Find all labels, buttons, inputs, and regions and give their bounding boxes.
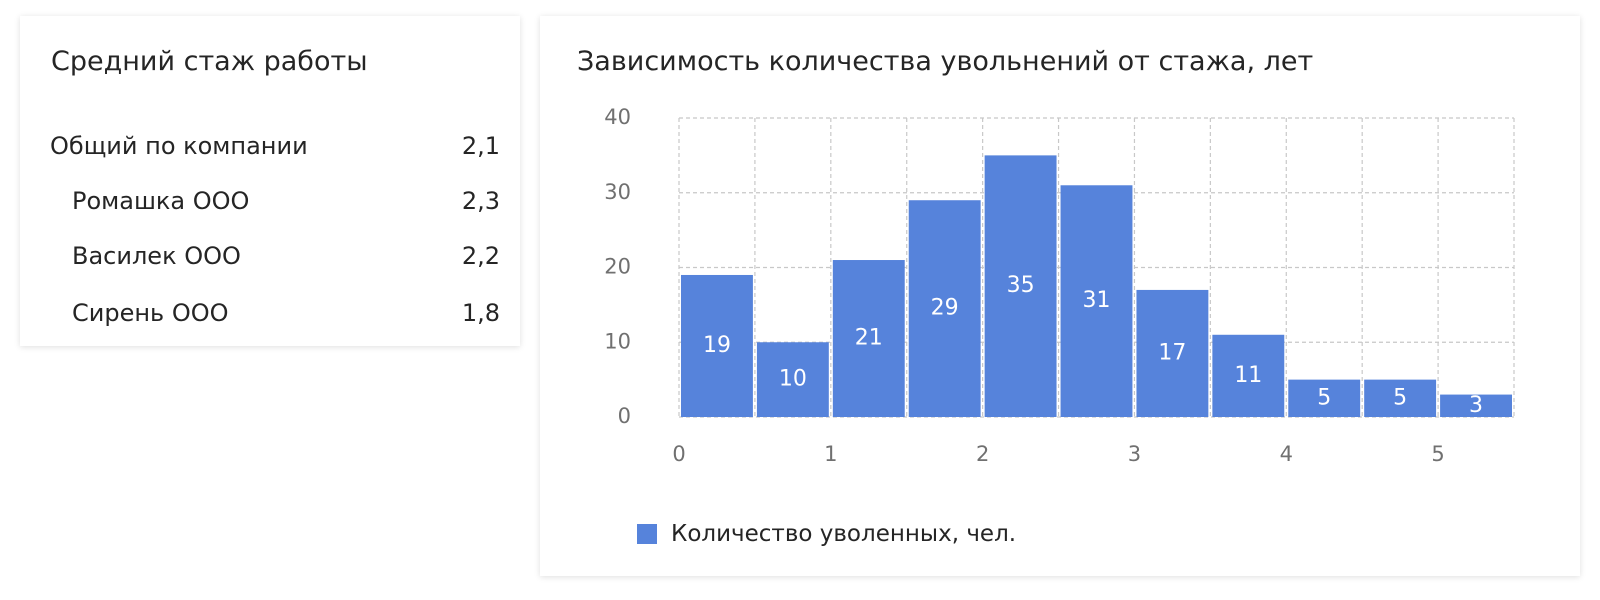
bar: [1212, 334, 1285, 417]
bar-value-label: 3: [1469, 393, 1483, 418]
dismissals-chart-card: Зависимость количества увольнений от ста…: [540, 16, 1580, 576]
tenure-row-value: 2,2: [461, 242, 500, 270]
bar-value-label: 10: [779, 367, 807, 392]
tenure-row-value: 1,8: [461, 299, 500, 327]
y-tick-label: 30: [604, 180, 631, 204]
bar: [1288, 379, 1361, 417]
bar-value-label: 5: [1317, 385, 1331, 410]
chart-legend: Количество уволенных, чел.: [637, 521, 1016, 547]
tenure-row-value: 2,3: [461, 187, 500, 215]
bar: [984, 155, 1057, 417]
tenure-row-name: Василек ООО: [72, 242, 241, 270]
y-tick-label: 0: [618, 404, 631, 428]
x-tick-label: 0: [672, 442, 685, 466]
legend-swatch: [637, 524, 657, 544]
tenure-row-company-total: Общий по компании 2,1: [20, 132, 500, 168]
tenure-row-siren: Сирень ООО 1,8: [20, 299, 500, 335]
tenure-row-romashka: Ромашка ООО 2,3: [20, 187, 500, 223]
bar: [1060, 185, 1133, 417]
bar: [681, 274, 753, 417]
legend-label: Количество уволенных, чел.: [671, 521, 1017, 547]
bar-value-label: 11: [1234, 363, 1262, 388]
average-tenure-card: Средний стаж работы Общий по компании 2,…: [20, 16, 520, 346]
dismissals-bar-chart: 0 10 20 30 40 0 1 2 3 4 5 19 10 21 29 35 31 17 11 5 5 3: [604, 105, 1515, 466]
chart-title: Зависимость количества увольнений от ста…: [577, 46, 1314, 77]
bar: [832, 260, 905, 417]
bar: [756, 342, 829, 417]
x-tick-label: 4: [1280, 442, 1293, 466]
bar-value-label: 21: [855, 326, 883, 351]
x-tick-label: 5: [1431, 442, 1444, 466]
tenure-row-name: Сирень ООО: [72, 299, 229, 327]
y-tick-label: 10: [604, 329, 631, 353]
y-tick-label: 40: [604, 105, 631, 129]
bar: [1440, 394, 1512, 417]
bar-value-label: 5: [1393, 385, 1407, 410]
x-tick-label: 1: [824, 442, 837, 466]
bar-value-label: 31: [1083, 288, 1111, 313]
average-tenure-title: Средний стаж работы: [51, 46, 368, 77]
bar-value-label: 19: [703, 333, 731, 358]
tenure-row-vasilek: Василек ООО 2,2: [20, 242, 500, 278]
bar-value-label: 35: [1007, 273, 1035, 298]
tenure-row-name: Ромашка ООО: [72, 187, 250, 215]
tenure-row-name: Общий по компании: [50, 132, 308, 160]
x-tick-label: 2: [976, 442, 989, 466]
bar: [908, 200, 981, 417]
y-tick-label: 20: [604, 255, 631, 279]
bar-value-label: 17: [1158, 340, 1186, 365]
bar-value-label: 29: [931, 296, 959, 321]
bar: [1136, 289, 1209, 417]
bar: [1364, 379, 1437, 417]
tenure-row-value: 2,1: [461, 132, 500, 160]
x-tick-label: 3: [1128, 442, 1141, 466]
